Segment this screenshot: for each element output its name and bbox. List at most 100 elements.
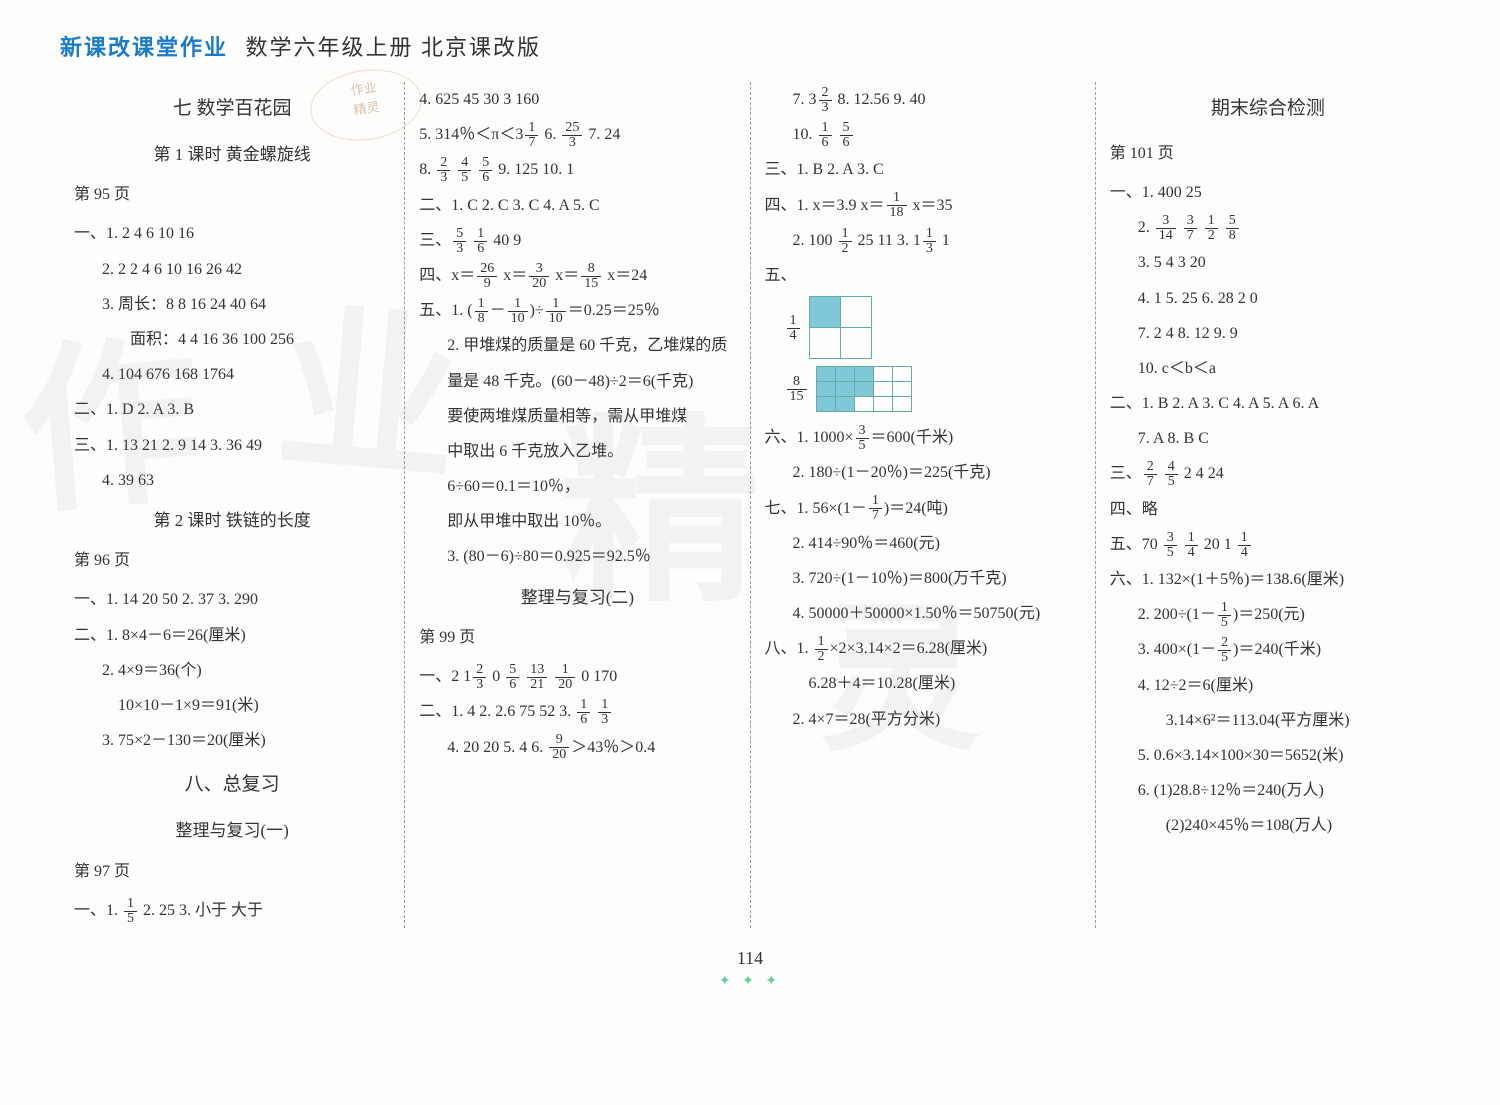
frac-den: 9 (477, 277, 497, 291)
frac-den: 15 (787, 390, 807, 404)
column-4: 期末综合检测 第 101 页 一、1. 400 25 2. 314 37 12 … (1096, 82, 1440, 928)
frac-num: 1 (124, 897, 137, 912)
page-ref: 第 101 页 (1110, 136, 1426, 171)
text (1178, 219, 1182, 236)
answer-line: 2. 甲堆煤的质量是 60 千克，乙堆煤的质 (419, 328, 735, 363)
answer-line: 4. 12÷2＝6(厘米) (1110, 668, 1426, 703)
frac-num: 13 (527, 663, 547, 678)
fraction: 56 (840, 121, 853, 150)
frac-den: 10 (546, 312, 566, 326)
text: 五、70 (1110, 536, 1162, 553)
frac-num: 9 (549, 733, 569, 748)
answer-line: 2. 180÷(1－20％)＝225(千克) (765, 455, 1081, 490)
text: 8. (419, 161, 435, 178)
answer-line: 3. 720÷(1－10％)＝800(万千克) (765, 561, 1081, 596)
text: 四、1. x＝3.9 x＝ (765, 197, 885, 214)
lesson-title: 第 1 课时 黄金螺旋线 (74, 136, 390, 173)
answer-line: 6. (1)28.8÷12％＝240(万人) (1110, 773, 1426, 808)
answer-line: 2. 2 2 4 6 10 16 26 42 (74, 252, 390, 287)
section-title: 期末综合检测 (1110, 88, 1426, 130)
answer-line: 4. 625 45 30 3 160 (419, 82, 735, 117)
frac-den: 7 (1184, 229, 1197, 243)
answer-line: 一、1. 14 20 50 2. 37 3. 290 (74, 582, 390, 617)
stamp-line1: 作业 (350, 79, 378, 97)
frac-den: 20 (529, 277, 549, 291)
frac-num: 1 (839, 227, 852, 242)
fraction: 815 (787, 375, 807, 404)
fraction: 12 (815, 635, 828, 664)
frac-num: 1 (887, 191, 907, 206)
frac-num: 5 (479, 156, 492, 171)
answer-line: 二、1. B 2. A 3. C 4. A 5. A 6. A (1110, 386, 1426, 421)
answer-line: 三、53 16 40 9 (419, 223, 735, 258)
fraction: 14 (1185, 531, 1198, 560)
frac-den: 6 (474, 242, 487, 256)
frac-num: 1 (508, 297, 528, 312)
answer-line: 七、1. 56×(1－17)＝24(吨) (765, 491, 1081, 526)
fraction: 16 (577, 698, 590, 727)
frac-den: 6 (577, 713, 590, 727)
lesson-title: 整理与复习(二) (419, 579, 735, 616)
page-header: 新课改课堂作业 数学六年级上册 北京课改版 (60, 30, 1440, 62)
text: 25 11 3. 1 (854, 232, 921, 249)
frac-num: 1 (1218, 601, 1231, 616)
text: 一、2 1 (419, 668, 471, 685)
fraction: 314 (1156, 214, 1176, 243)
text: x＝35 (909, 197, 953, 214)
content-columns: 七 数学百花园 第 1 课时 黄金螺旋线 第 95 页 一、1. 2 4 6 1… (60, 82, 1440, 928)
fraction: 253 (562, 121, 582, 150)
frac-den: 7 (869, 509, 882, 523)
text (521, 668, 525, 685)
answer-line: 3. 周长：8 8 16 24 40 64 (74, 287, 390, 322)
text: 8. 12.56 9. 40 (834, 91, 926, 108)
frac-den: 5 (124, 912, 137, 926)
text: 4. 20 20 5. 4 6. (447, 739, 547, 756)
answer-line: 三、27 45 2 4 24 (1110, 456, 1426, 491)
fraction: 269 (477, 262, 497, 291)
lesson-title: 第 2 课时 铁链的长度 (74, 502, 390, 539)
answer-line: 即从甲堆中取出 10％。 (419, 504, 735, 539)
page: 作 业 精 灵 新课改课堂作业 数学六年级上册 北京课改版 作业 精灵 七 数学… (0, 0, 1500, 1010)
frac-den: 18 (887, 206, 907, 220)
answer-line: 一、1. 15 2. 25 3. 小于 大于 (74, 893, 390, 928)
text: )＝240(千米) (1233, 641, 1321, 658)
frac-num: 3 (856, 424, 869, 439)
frac-den: 10 (508, 312, 528, 326)
grid-figure (817, 367, 912, 412)
answer-line: 5. 314％＜π＜317 6. 253 7. 24 (419, 117, 735, 152)
frac-num: 1 (815, 635, 828, 650)
frac-den: 3 (453, 242, 466, 256)
answer-line: 4. 104 676 168 1764 (74, 357, 390, 392)
fraction: 17 (525, 121, 538, 150)
fraction: 815 (581, 262, 601, 291)
frac-den: 8 (475, 312, 488, 326)
text: x＝ (499, 267, 527, 284)
answer-line: 7. 323 8. 12.56 9. 40 (765, 82, 1081, 117)
answer-line: 一、2 123 0 56 1321 120 0 170 (419, 659, 735, 694)
fraction: 12 (839, 227, 852, 256)
answer-line: 五、1. (18－110)÷110＝0.25＝25％ (419, 293, 735, 328)
page-ref: 第 97 页 (74, 854, 390, 889)
answer-line: 四、x＝269 x＝320 x＝815 x＝24 (419, 258, 735, 293)
section-title: 八、总复习 (74, 764, 390, 806)
fraction: 53 (453, 227, 466, 256)
fraction: 23 (437, 156, 450, 185)
text: － (490, 302, 506, 319)
text: x＝24 (603, 267, 647, 284)
fraction: 16 (819, 121, 832, 150)
frac-den: 4 (787, 329, 800, 343)
text: ＝0.25＝25％ (568, 302, 660, 319)
fraction: 16 (474, 227, 487, 256)
frac-den: 3 (598, 713, 611, 727)
frac-num: 2 (819, 86, 832, 101)
answer-line: 7. A 8. B C (1110, 421, 1426, 456)
frac-num: 4 (1165, 460, 1178, 475)
figure-1: 14 (785, 297, 1081, 359)
fraction: 35 (1164, 531, 1177, 560)
fraction: 14 (1238, 531, 1251, 560)
frac-num: 1 (555, 663, 575, 678)
answer-line: 2. 200÷(1－15)＝250(元) (1110, 597, 1426, 632)
frac-num: 2 (1218, 636, 1231, 651)
frac-num: 3 (1184, 214, 1197, 229)
frac-den: 7 (525, 136, 538, 150)
